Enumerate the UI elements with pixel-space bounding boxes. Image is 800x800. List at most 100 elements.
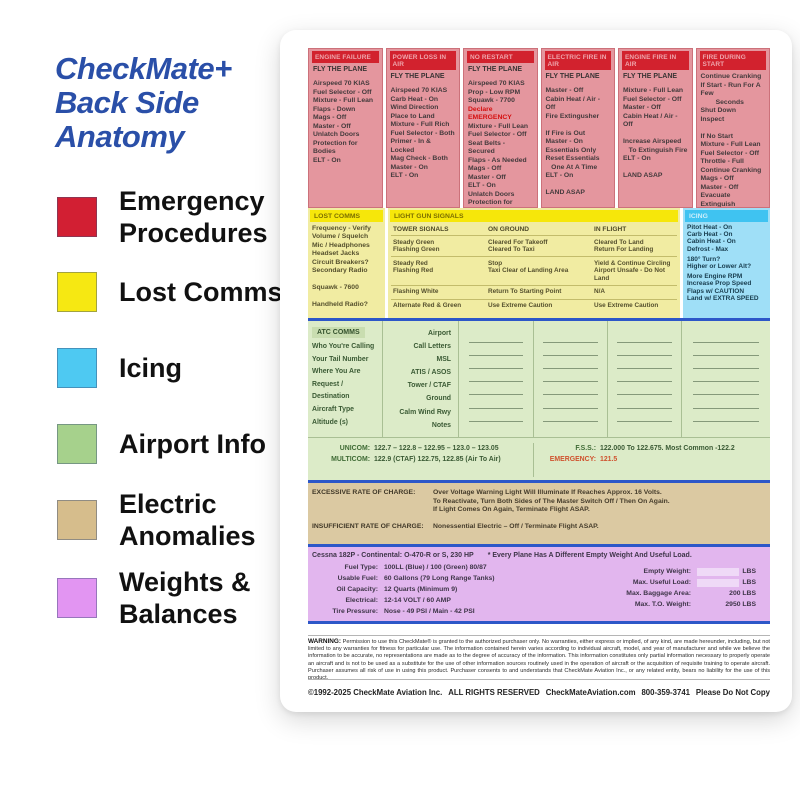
fly-the-plane: FLY THE PLANE bbox=[313, 66, 368, 73]
legend-label-electric: Electric Anomalies bbox=[119, 488, 256, 551]
fss-label: F.S.S.: bbox=[575, 445, 596, 452]
write-in-line bbox=[543, 343, 598, 357]
column-header: ENGINE FAILURE bbox=[312, 51, 379, 63]
unicom-multicom: UNICOM: 122.7 – 122.8 – 122.95 – 123.0 –… bbox=[308, 443, 533, 477]
multicom-label: MULTICOM: bbox=[331, 456, 370, 463]
column-header: FIRE DURING START bbox=[699, 51, 766, 70]
legend-item-lost-comms: Lost Comms bbox=[57, 272, 283, 312]
legend-swatch-weights bbox=[57, 578, 97, 618]
spec-value: 100LL (Blue) / 100 (Green) 80/87 bbox=[384, 564, 487, 571]
table-cell: Steady Red Flashing Red bbox=[391, 256, 486, 285]
divider bbox=[308, 480, 770, 483]
spec-value: 12-14 VOLT / 60 AMP bbox=[384, 597, 451, 604]
rights-reserved: ALL RIGHTS RESERVED bbox=[448, 687, 540, 697]
weight-limits-block: Empty Weight: LBS Max. Useful Load: LBS … bbox=[566, 566, 756, 610]
write-in-line bbox=[468, 330, 524, 344]
table-cell: Stop Taxi Clear of Landing Area bbox=[486, 256, 592, 285]
section-airport-info: ATC COMMS Who You're Calling Your Tail N… bbox=[308, 321, 770, 480]
do-not-copy: Please Do Not Copy bbox=[695, 687, 770, 697]
spec-label: Tire Pressure: bbox=[332, 608, 378, 615]
weight-label: Empty Weight: bbox=[643, 568, 691, 575]
column-engine-failure: ENGINE FAILURE FLY THE PLANE Airspeed 70… bbox=[308, 48, 383, 208]
insufficient-charge-row: INSUFFICIENT RATE OF CHARGE: Nonessentia… bbox=[312, 523, 770, 532]
atc-comms-column: ATC COMMS Who You're Calling Your Tail N… bbox=[308, 321, 382, 437]
column-engine-fire-in-air: ENGINE FIRE IN AIR FLY THE PLANE Mixture… bbox=[618, 48, 693, 208]
spec-label: Oil Capacity: bbox=[336, 586, 378, 593]
multicom-value: 122.9 (CTAF) 122.75, 122.85 (Air To Air) bbox=[374, 456, 501, 463]
divider bbox=[308, 679, 770, 680]
write-in-line bbox=[468, 395, 524, 409]
legend-item-airport-info: Airport Info bbox=[57, 424, 266, 464]
spec-row: Fuel Type: 100LL (Blue) / 100 (Green) 80… bbox=[312, 562, 766, 573]
column-header: ELECTRIC FIRE IN AIR bbox=[544, 51, 611, 70]
write-in-line bbox=[617, 343, 672, 357]
write-in-line bbox=[543, 409, 598, 422]
write-in-line bbox=[617, 356, 672, 370]
fly-the-plane: FLY THE PLANE bbox=[390, 73, 445, 80]
write-in-box bbox=[697, 567, 740, 576]
weight-row: Max. Useful Load: LBS bbox=[566, 577, 756, 588]
field-labels: Airport Call Letters MSL ATIS / ASOS Tow… bbox=[399, 330, 451, 429]
table-header: TOWER SIGNALS bbox=[393, 226, 449, 233]
spec-label: Fuel Type: bbox=[344, 564, 378, 571]
divider bbox=[308, 635, 770, 636]
spec-row: Oil Capacity: 12 Quarts (Minimum 9) bbox=[312, 584, 766, 595]
legend-label-emergency: Emergency Procedures bbox=[119, 185, 268, 248]
phone-number: 800-359-3741 bbox=[641, 687, 690, 697]
divider bbox=[308, 621, 770, 624]
checklist-text: Airspeed 70 KIAS Fuel Selector - Off Mix… bbox=[313, 80, 374, 164]
column-header: ENGINE FIRE IN AIR bbox=[622, 51, 689, 70]
table-cell: Alternate Red & Green bbox=[391, 298, 486, 313]
column-header: POWER LOSS IN AIR bbox=[389, 51, 456, 70]
write-in-line bbox=[543, 356, 598, 370]
excessive-charge-row: EXCESSIVE RATE OF CHARGE: Over Voltage W… bbox=[312, 489, 770, 515]
write-in-line bbox=[693, 395, 759, 409]
legend-swatch-airport-info bbox=[57, 424, 97, 464]
checklist-text: More Engine RPM Increase Prop Speed Flap… bbox=[687, 273, 759, 302]
spec-row: Electrical: 12-14 VOLT / 60 AMP bbox=[312, 595, 766, 606]
row-text: Over Voltage Warning Light Will Illumina… bbox=[433, 489, 670, 514]
fss-value: 122.000 To 122.675. Most Common -122.2 bbox=[600, 445, 735, 452]
light-gun-table: TOWER SIGNALS ON GROUND IN FLIGHT Steady… bbox=[388, 224, 680, 312]
weight-label: Max. Baggage Area: bbox=[626, 590, 691, 597]
column-power-loss-in-air: POWER LOSS IN AIR FLY THE PLANE Airspeed… bbox=[385, 48, 460, 208]
table-header: ON GROUND bbox=[488, 226, 530, 233]
weight-unit: LBS bbox=[742, 568, 756, 575]
checklist-card: ENGINE FAILURE FLY THE PLANE Airspeed 70… bbox=[280, 30, 792, 712]
section-emergency-procedures: ENGINE FAILURE FLY THE PLANE Airspeed 70… bbox=[308, 48, 770, 208]
section-lost-comms: LOST COMMS Frequency - Verify Volume / S… bbox=[308, 208, 385, 318]
legend-label-icing: Icing bbox=[119, 352, 183, 383]
row-label: EXCESSIVE RATE OF CHARGE: bbox=[312, 489, 416, 496]
write-in-line bbox=[693, 356, 759, 370]
weight-row: Max. T.O. Weight: 2950 LBS bbox=[566, 599, 756, 610]
column-no-restart: NO RESTART FLY THE PLANE Airspeed 70 KIA… bbox=[463, 48, 538, 208]
frequencies-block: UNICOM: 122.7 – 122.8 – 122.95 – 123.0 –… bbox=[308, 437, 770, 477]
table-cell: Use Extreme Caution bbox=[592, 298, 677, 313]
multicom-row: MULTICOM: 122.9 (CTAF) 122.75, 122.85 (A… bbox=[308, 454, 533, 465]
section-weights-balances: Cessna 182P - Continental: O-470-R or S,… bbox=[308, 547, 770, 621]
write-in-line bbox=[617, 330, 672, 344]
write-in-line bbox=[693, 409, 759, 422]
weight-label: Max. Useful Load: bbox=[632, 579, 691, 586]
unicom-label: UNICOM: bbox=[339, 445, 370, 452]
aircraft-header: Cessna 182P - Continental: O-470-R or S,… bbox=[312, 552, 766, 559]
spec-value: Nose - 49 PSI / Main - 42 PSI bbox=[384, 608, 475, 615]
unicom-value: 122.7 – 122.8 – 122.95 – 123.0 – 123.05 bbox=[374, 445, 499, 452]
write-in-column bbox=[681, 321, 770, 437]
divider bbox=[308, 318, 770, 321]
checklist-text: Pitot Heat - On Carb Heat - On Cabin Hea… bbox=[687, 224, 736, 253]
write-in-line bbox=[693, 369, 759, 383]
write-in-line bbox=[617, 382, 672, 396]
card-footer: ©1992-2025 CheckMate Aviation Inc. ALL R… bbox=[308, 680, 770, 700]
checklist-text: Frequency - Verify Volume / Squelch Mic … bbox=[312, 225, 371, 308]
section-header: ICING bbox=[685, 210, 768, 222]
warning-paragraph: WARNING: Permission to use this CheckMat… bbox=[308, 636, 770, 679]
atc-table: ATC COMMS Who You're Calling Your Tail N… bbox=[308, 321, 770, 437]
row-label: INSUFFICIENT RATE OF CHARGE: bbox=[312, 522, 424, 530]
website: CheckMateAviation.com bbox=[545, 687, 636, 697]
write-in-line bbox=[693, 382, 759, 396]
weight-row: Empty Weight: LBS bbox=[566, 566, 756, 577]
warning-label: WARNING: bbox=[308, 638, 342, 645]
fly-the-plane: FLY THE PLANE bbox=[468, 66, 523, 73]
